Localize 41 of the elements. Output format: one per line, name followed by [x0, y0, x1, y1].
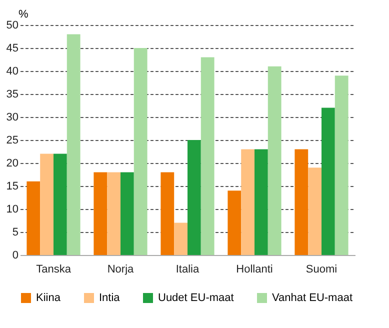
y-tick-label: 45	[6, 42, 18, 54]
legend-label: Intia	[99, 292, 121, 304]
y-tick-label: 35	[6, 88, 18, 100]
y-tick-label: 20	[6, 158, 18, 170]
x-tick-label: Tanska	[36, 264, 72, 276]
bar	[241, 149, 254, 255]
y-axis-title: %	[18, 8, 28, 20]
bar	[200, 57, 214, 255]
y-tick-label: 5	[12, 226, 18, 238]
bar	[160, 172, 174, 255]
bar	[268, 66, 282, 255]
bar	[254, 149, 268, 255]
x-tick-label: Norja	[107, 264, 135, 276]
x-tick-label: Hollanti	[236, 264, 273, 276]
y-tick-label: 15	[6, 180, 18, 192]
bar	[228, 190, 242, 255]
x-tick-label: Italia	[176, 264, 200, 276]
bar	[188, 140, 201, 255]
y-tick-label: 50	[6, 20, 18, 32]
y-tick-label: 25	[6, 134, 18, 146]
bar	[322, 108, 335, 255]
bar	[26, 181, 40, 255]
bar	[308, 168, 322, 255]
bar	[107, 172, 120, 255]
bar	[54, 154, 67, 255]
bar	[94, 172, 108, 255]
legend-label: Vanhat EU-maat	[272, 292, 353, 304]
bar	[40, 154, 54, 255]
bar	[134, 48, 148, 255]
bar	[66, 34, 80, 255]
x-tick-label: Suomi	[306, 264, 338, 276]
legend-label: Kiina	[36, 292, 62, 304]
y-tick-label: 10	[6, 204, 18, 216]
bar	[294, 149, 308, 255]
legend-label: Uudet EU-maat	[158, 292, 234, 304]
y-tick-label: 0	[12, 250, 18, 262]
y-tick-label: 40	[6, 66, 18, 78]
bar	[120, 172, 134, 255]
bar	[334, 76, 348, 255]
bar	[174, 222, 188, 255]
y-tick-label: 30	[6, 112, 18, 124]
